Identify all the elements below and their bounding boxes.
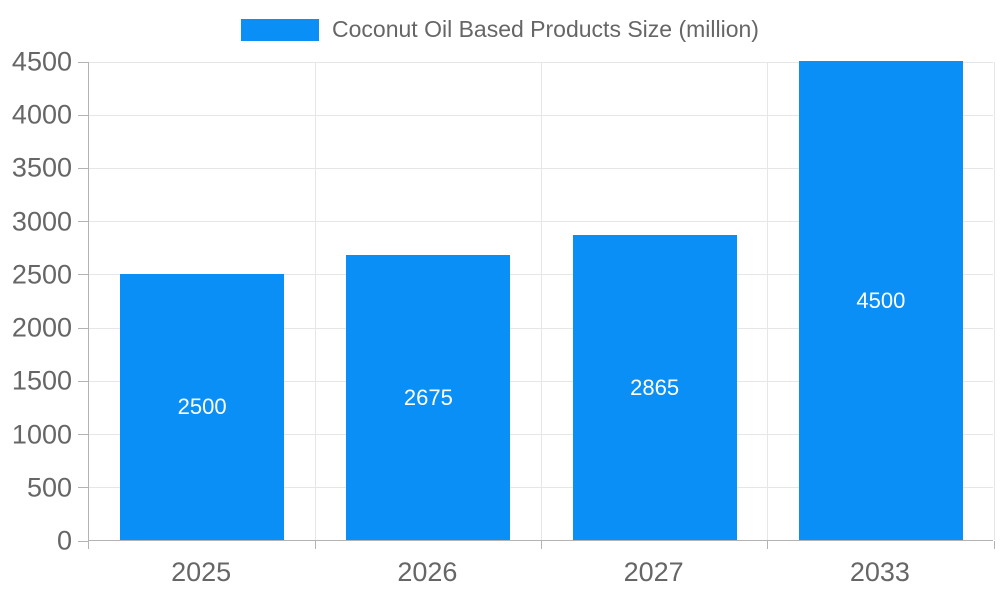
y-axis-tick: [78, 167, 88, 169]
x-axis-tick: [993, 541, 995, 549]
y-axis-tick: [78, 274, 88, 276]
bar[interactable]: 4500: [798, 61, 963, 540]
y-axis-label: 3000: [11, 206, 72, 237]
x-axis-label: 2025: [171, 557, 232, 587]
y-axis-tick: [78, 327, 88, 329]
y-axis-tick: [78, 114, 88, 116]
y-axis-tick: [78, 61, 88, 63]
y-axis-tick: [78, 487, 88, 489]
bar[interactable]: 2675: [346, 255, 511, 540]
x-gridline: [767, 62, 769, 540]
y-axis-tick: [78, 380, 88, 382]
bar-value-label: 2865: [630, 374, 680, 400]
x-axis-tick: [314, 541, 316, 549]
x-gridline: [541, 62, 542, 540]
plot-area: 2500 2675 2865 4500: [78, 61, 995, 549]
legend-label: Coconut Oil Based Products Size (million…: [332, 16, 759, 42]
x-axis-tick: [541, 541, 542, 549]
x-axis-tick: [767, 541, 769, 549]
y-axis-label: 2000: [11, 312, 72, 343]
y-axis-label: 0: [56, 525, 72, 556]
bar-value-label: 2675: [403, 384, 453, 410]
bar[interactable]: 2500: [120, 273, 285, 540]
x-axis-tick: [88, 541, 89, 549]
bar-value-label: 2500: [177, 393, 227, 419]
bar[interactable]: 2865: [572, 235, 737, 540]
x-gridline: [314, 62, 316, 540]
y-axis-tick: [78, 540, 88, 542]
x-axis-label: 2026: [397, 557, 458, 587]
legend-swatch: [241, 18, 320, 41]
legend-item[interactable]: Coconut Oil Based Products Size (million…: [0, 16, 1000, 43]
y-axis-label: 4500: [11, 46, 72, 77]
y-axis-tick: [78, 434, 88, 436]
y-axis-label: 1500: [11, 365, 72, 396]
y-axis-tick: [78, 221, 88, 223]
y-axis-label: 1000: [11, 419, 72, 450]
x-gridline: [993, 62, 995, 540]
y-axis-label: 3500: [11, 152, 72, 183]
y-axis-label: 500: [26, 472, 72, 503]
bar-value-label: 4500: [856, 287, 906, 313]
y-axis-label: 2500: [11, 259, 72, 290]
y-axis-label: 4000: [11, 99, 72, 130]
x-axis-label: 2027: [623, 557, 684, 587]
x-axis-label: 2033: [849, 557, 910, 587]
